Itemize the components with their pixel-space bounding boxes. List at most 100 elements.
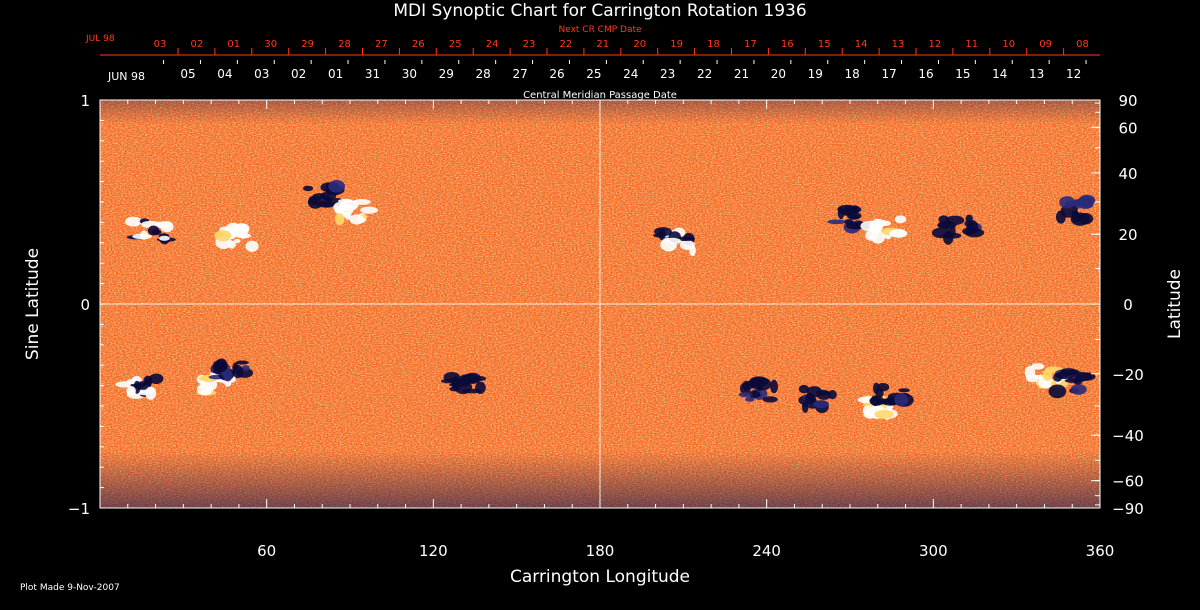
region-blob	[1031, 363, 1045, 370]
region-blob	[338, 203, 356, 212]
lat-tick-label: 20	[1118, 226, 1137, 244]
cmp-date-label: 22	[697, 67, 712, 81]
region-blob	[338, 198, 354, 204]
region-blob	[874, 409, 894, 419]
cmp-date-label: 20	[771, 67, 786, 81]
region-blob	[125, 216, 142, 227]
cmp-date-label: 30	[402, 67, 417, 81]
region-blob	[870, 395, 881, 407]
region-blob	[214, 230, 232, 242]
region-blob	[149, 373, 164, 384]
x-tick-label: 60	[257, 542, 276, 560]
region-blob	[158, 235, 170, 241]
region-blob	[213, 365, 223, 375]
region-blob	[145, 386, 157, 400]
region-blob	[197, 383, 214, 396]
plot-made-label: Plot Made 9-Nov-2007	[20, 583, 120, 593]
next-cmp-date-label: 01	[227, 39, 240, 50]
cmp-date-label: 18	[845, 67, 860, 81]
region-blob	[1070, 384, 1087, 395]
region-blob	[748, 390, 761, 399]
active-region	[208, 358, 254, 382]
region-blob	[827, 219, 847, 225]
cmp-date-label: 31	[365, 67, 380, 81]
region-blob	[879, 220, 892, 227]
next-cmp-ticks: 03 02 01 30 29 28 27 26 25 24 23 22 21 20 19 18 17 16 15 14…	[154, 39, 1089, 55]
region-blob	[849, 214, 860, 220]
region-blob	[762, 396, 778, 403]
next-cmp-date-label: 15	[818, 39, 831, 50]
cmp-date-label: 14	[992, 67, 1007, 81]
region-blob	[806, 395, 814, 405]
next-cmp-date-label: 30	[264, 39, 277, 50]
next-cmp-date-label: 28	[338, 39, 351, 50]
region-blob	[233, 239, 241, 244]
region-blob	[1055, 371, 1075, 380]
gridlines	[100, 100, 1100, 508]
lat-tick-label: 60	[1118, 119, 1137, 137]
lat-tick-label: −60	[1112, 473, 1144, 491]
region-blob	[474, 376, 487, 381]
region-blob	[663, 237, 681, 244]
active-region	[1055, 194, 1096, 226]
region-blob	[876, 382, 890, 392]
cmp-date-label: 28	[476, 67, 491, 81]
cmp-ticks: 05 04 03 02 01 31 30 29 28 27 26 25 24 23 22 21 20 19 18 17…	[163, 60, 1087, 81]
active-region	[860, 215, 908, 244]
active-region	[798, 384, 837, 414]
plot-area	[100, 100, 1100, 508]
region-blob	[224, 381, 232, 387]
next-cmp-date-label: 13	[892, 39, 905, 50]
x-tick-label: 180	[586, 542, 615, 560]
region-blob	[1074, 372, 1092, 382]
region-blob	[841, 208, 855, 216]
region-blob	[894, 393, 909, 407]
cmp-date-label: 27	[512, 67, 527, 81]
region-blob	[676, 236, 695, 242]
chart-title: MDI Synoptic Chart for Carrington Rotati…	[393, 1, 806, 21]
y-axis-ticks: 1 0 −1	[68, 92, 109, 518]
region-blob	[147, 225, 160, 236]
latitude-axis-ticks: 90 60 40 20 0 −20 −40 −60 −90	[1091, 92, 1144, 518]
region-blob	[235, 233, 252, 239]
x-tick-label: 300	[919, 542, 948, 560]
region-blob	[140, 230, 148, 240]
region-blob	[1059, 196, 1076, 209]
region-blob	[1048, 384, 1067, 399]
lat-tick-label: 0	[1123, 296, 1133, 314]
region-blob	[1024, 365, 1036, 380]
active-region	[214, 222, 259, 252]
active-region	[931, 214, 985, 245]
region-blob	[126, 385, 136, 396]
cmp-date-label: 23	[660, 67, 675, 81]
region-blob	[837, 207, 845, 220]
next-cmp-date-label: 09	[1039, 39, 1052, 50]
active-regions	[114, 180, 1096, 421]
x-axis-label: Carrington Longitude	[510, 567, 690, 587]
x-axis-ticks: 60 120 180 240 300 360	[99, 100, 1114, 560]
y2-axis-label: Latitude	[1165, 269, 1185, 339]
cmp-date-label: 24	[623, 67, 638, 81]
next-cmp-date-label: 18	[707, 39, 720, 50]
lat-tick-label: −20	[1112, 366, 1144, 384]
active-region	[738, 376, 779, 403]
region-blob	[739, 382, 751, 395]
cmp-date-label: 02	[291, 67, 306, 81]
region-blob	[1070, 212, 1090, 226]
cmp-date-label: 03	[254, 67, 269, 81]
region-blob	[360, 206, 378, 214]
region-blob	[352, 199, 371, 206]
next-cmp-date-label: 08	[1076, 39, 1089, 50]
lat-tick-label: 40	[1118, 165, 1137, 183]
next-cmp-date-label: 21	[596, 39, 609, 50]
lat-tick-label: −90	[1112, 500, 1144, 518]
region-blob	[898, 388, 910, 393]
next-cmp-date-label: 14	[855, 39, 868, 50]
region-blob	[1071, 198, 1089, 207]
next-cmp-date-label: 25	[449, 39, 462, 50]
region-blob	[451, 376, 461, 390]
y-tick-label: −1	[68, 500, 90, 518]
region-blob	[1055, 210, 1066, 224]
cmp-date-label: 21	[734, 67, 749, 81]
region-blob	[235, 360, 249, 365]
